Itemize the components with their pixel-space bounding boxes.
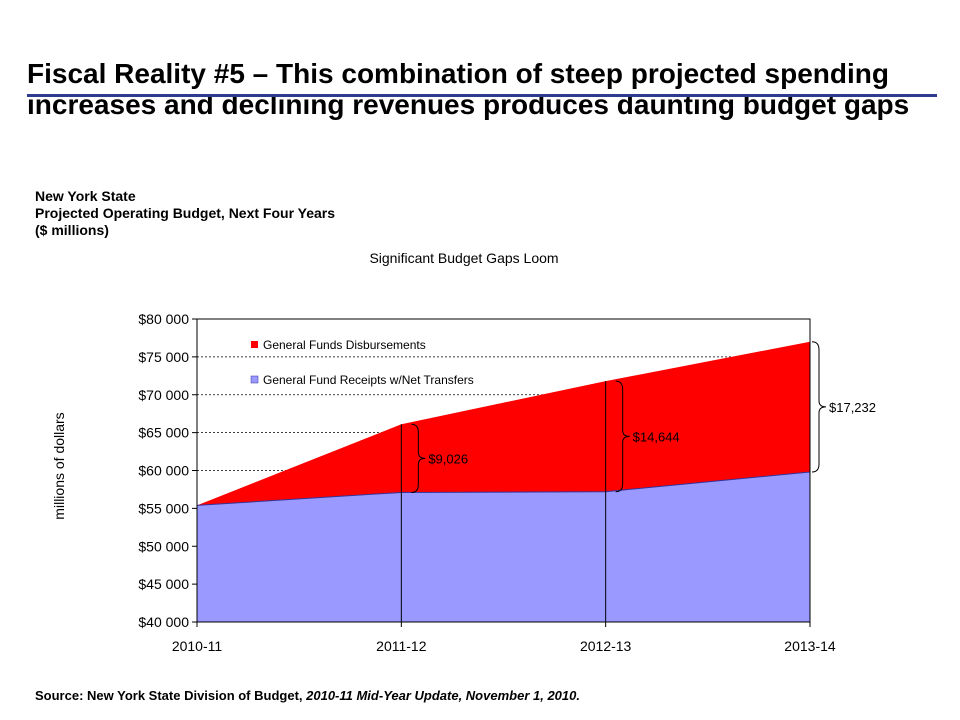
source-publication: 2010-11 Mid-Year Update, November 1, 201… <box>306 688 580 703</box>
chart-subtitle: New York State Projected Operating Budge… <box>35 188 335 239</box>
x-tick-label: 2013-14 <box>784 638 836 654</box>
y-tick-label: $65 000 <box>138 425 189 441</box>
chart-title: Significant Budget Gaps Loom <box>369 250 558 266</box>
legend-label: General Funds Disbursements <box>263 338 426 352</box>
x-tick-label: 2012-13 <box>580 638 632 654</box>
gap-brace <box>811 341 827 473</box>
y-tick-label: $80 000 <box>138 311 189 327</box>
x-tick-label: 2010-11 <box>172 638 223 654</box>
title-underline <box>27 94 937 97</box>
y-tick-label: $55 000 <box>138 500 189 516</box>
x-tick-label: 2011-12 <box>376 638 427 654</box>
y-tick-label: $70 000 <box>138 387 189 403</box>
gap-label: $9,026 <box>428 451 468 466</box>
subtitle-line: New York State <box>35 188 136 204</box>
y-tick-label: $40 000 <box>138 614 189 630</box>
gap-brace <box>411 423 426 493</box>
y-tick-label: $45 000 <box>138 576 189 592</box>
legend-swatch <box>251 341 258 348</box>
y-tick-label: $60 000 <box>138 463 189 479</box>
gap-label: $14,644 <box>633 429 680 444</box>
subtitle-line: ($ millions) <box>35 222 109 238</box>
subtitle-line: Projected Operating Budget, Next Four Ye… <box>35 205 336 221</box>
legend-swatch <box>250 375 259 384</box>
gap-label: $17,232 <box>829 400 876 415</box>
y-tick-label: $50 000 <box>138 538 189 554</box>
series-line-receipts <box>196 471 811 506</box>
series-area-receipts <box>197 472 810 622</box>
source-prefix: Source: New York State Division of Budge… <box>35 688 307 703</box>
source-note: Source: New York State Division of Budge… <box>35 688 580 703</box>
y-axis-label: millions of dollars <box>51 412 67 519</box>
legend-label: General Fund Receipts w/Net Transfers <box>263 373 474 387</box>
y-tick-label: $75 000 <box>138 349 189 365</box>
